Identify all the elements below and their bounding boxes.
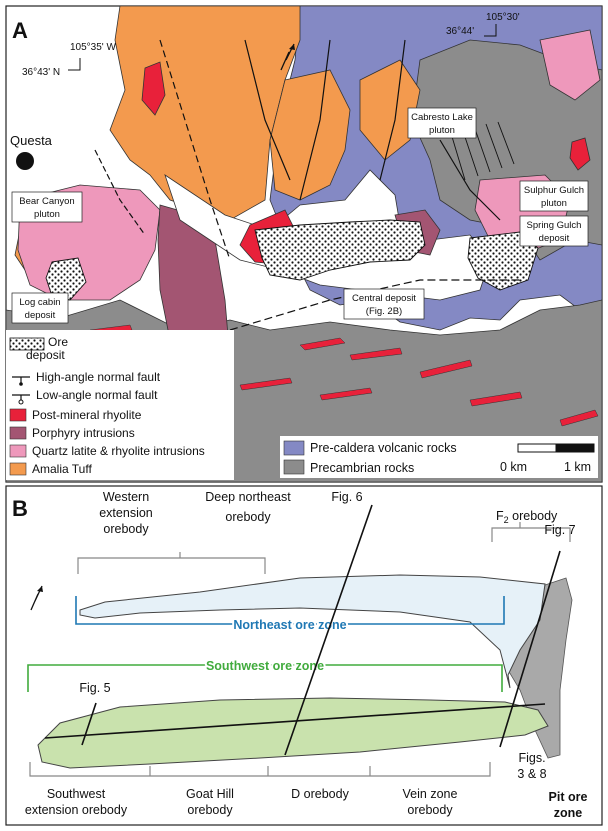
label-goat-hill-2: orebody (187, 803, 233, 817)
label-bear-canyon: Bear Canyon (19, 196, 74, 207)
quartz-latite-ne (539, 29, 601, 101)
scale-one: 1 km (564, 460, 591, 474)
f2-letter: F (496, 509, 504, 523)
northeast-zone-label: Northeast ore zone (233, 618, 346, 632)
label-deep-ne: Deep northeast (205, 490, 291, 504)
label-goat-hill: Goat Hill (186, 787, 234, 801)
legend-a: Ore deposit High-angle normal fault Low-… (6, 330, 234, 480)
northeast-zone-bracket (75, 596, 505, 625)
legend-a-right: Pre-caldera volcanic rocks Precambrian r… (280, 436, 598, 478)
legend-amalia: Amalia Tuff (32, 462, 92, 476)
label-sw-extension-2: extension orebody (25, 803, 128, 817)
label-spring-gulch: Spring Gulch (527, 220, 582, 231)
section-line-fig7 (499, 550, 561, 748)
lower-orebody-brackets (29, 762, 491, 777)
label-fig7: Fig. 7 (544, 523, 575, 537)
label-log-cabin: Log cabin (19, 297, 60, 308)
legend-precambrian: Precambrian rocks (310, 461, 414, 475)
label-cabresto: Cabresto Lake (411, 112, 473, 123)
post-mineral-rhyolite-nw (141, 61, 166, 116)
label-figs38-2: 3 & 8 (517, 767, 546, 781)
west-lon: 105°35' W (70, 42, 116, 53)
legend-pre-caldera: Pre-caldera volcanic rocks (310, 441, 457, 455)
label-pit-ore: Pit ore (549, 790, 588, 804)
legend-background (6, 330, 234, 480)
post-mineral-rhyolite-ne (569, 137, 591, 171)
legend-quartz-latite-swatch (9, 444, 27, 458)
west-lat: 36°43' N (22, 67, 60, 78)
label-log-cabin-2: deposit (25, 310, 56, 321)
north-arrow-a (280, 43, 295, 71)
central-deposit (254, 219, 426, 281)
section-line-fig5-stub (81, 702, 97, 746)
panel-b-labels: Western extension orebody Deep northeast… (25, 490, 588, 820)
label-sulphur-gulch: Sulphur Gulch (524, 185, 584, 196)
label-western-3: orebody (103, 522, 149, 536)
scale-bar: 0 km 1 km (500, 443, 595, 474)
legend-precambrian-swatch (283, 459, 305, 475)
southwest-zone-bracket (27, 664, 503, 692)
section-line-fig5 (44, 703, 546, 739)
log-cabin-deposit (45, 257, 87, 301)
label-sw-extension: Southwest (47, 787, 106, 801)
northeast-orebody-shape (79, 574, 546, 689)
southwest-zone-label: Southwest ore zone (206, 659, 324, 673)
east-corner-tick (484, 24, 497, 37)
label-central-deposit-2: (Fig. 2B) (366, 306, 402, 317)
label-f2-orebody: F2 orebody (496, 509, 558, 525)
amalia-tuff-central (269, 69, 351, 201)
label-vein-zone-2: orebody (407, 803, 453, 817)
upper-orebody-brackets (77, 522, 571, 574)
legend-porphyry: Porphyry intrusions (32, 426, 135, 440)
legend-porphyry-swatch (9, 426, 27, 440)
label-western: Western (103, 490, 149, 504)
label-figs38: Figs. (518, 751, 545, 765)
f2-rest: orebody (509, 509, 558, 523)
town-marker-icon (16, 152, 34, 170)
section-line-fig6 (284, 504, 373, 756)
panel-a-letter: A (12, 18, 28, 43)
coord-west: 105°35' W 36°43' N (22, 42, 116, 78)
panel-a: A 105°35' W 36°43' N 105°30' 36°44' Ques… (5, 5, 603, 483)
label-d-orebody: D orebody (291, 787, 349, 801)
label-pit-ore-2: zone (554, 806, 583, 820)
legend-amalia-swatch (9, 462, 27, 476)
label-vein-zone: Vein zone (403, 787, 458, 801)
legend-ore-swatch (9, 337, 45, 351)
label-fig6: Fig. 6 (331, 490, 362, 504)
label-fig5: Fig. 5 (79, 681, 110, 695)
legend-ore: Ore (48, 335, 68, 349)
label-western-2: extension (99, 506, 153, 520)
panel-b-letter: B (12, 496, 28, 521)
legend-low-fault: Low-angle normal fault (36, 388, 158, 402)
f2-subscript: 2 (504, 515, 509, 525)
legend-quartz-latite: Quartz latite & rhyolite intrusions (32, 444, 205, 458)
north-arrow-b (30, 585, 43, 611)
legend-ore-2: deposit (26, 348, 65, 362)
section-lines (44, 504, 561, 756)
label-deep-ne-2: orebody (225, 510, 271, 524)
legend-post-rhyolite: Post-mineral rhyolite (32, 408, 142, 422)
panel-b: B Northeast ore zone Southwest ore zone (5, 485, 603, 826)
legend-pre-caldera-swatch (283, 440, 305, 456)
legend-high-fault: High-angle normal fault (36, 370, 161, 384)
town-label: Questa (10, 133, 53, 148)
label-sulphur-gulch-2: pluton (541, 198, 567, 209)
coord-east: 105°30' 36°44' (446, 12, 520, 37)
label-central-deposit: Central deposit (352, 293, 416, 304)
scale-zero: 0 km (500, 460, 527, 474)
west-corner-tick (68, 58, 81, 71)
east-lat: 36°44' (446, 26, 474, 37)
label-spring-gulch-2: deposit (539, 233, 570, 244)
label-bear-canyon-2: pluton (34, 209, 60, 220)
amalia-tuff-east (359, 59, 421, 161)
east-lon: 105°30' (486, 12, 520, 23)
label-cabresto-2: pluton (429, 125, 455, 136)
legend-post-rhyolite-swatch (9, 408, 27, 422)
map-labels: Cabresto Lake pluton Bear Canyon pluton … (11, 107, 589, 324)
rhyolite-dikes (89, 324, 599, 427)
